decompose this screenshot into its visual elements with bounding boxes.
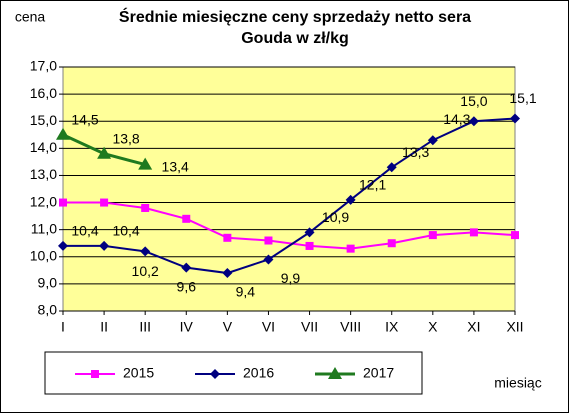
data-label: 9,9: [281, 270, 301, 286]
legend-marker: [210, 369, 220, 379]
data-point: [427, 135, 438, 146]
y-tick-label: 13,0: [30, 166, 57, 182]
data-point: [511, 231, 519, 240]
data-point: [428, 231, 437, 240]
x-tick-label: II: [100, 319, 108, 335]
x-tick-label: III: [139, 319, 151, 335]
legend-marker: [328, 367, 342, 379]
x-tick-label: X: [428, 319, 438, 335]
data-label: 13,8: [112, 130, 139, 146]
data-point: [222, 268, 233, 279]
data-point: [181, 262, 192, 273]
data-label: 12,1: [359, 177, 386, 193]
chart-title: Średnie miesięczne ceny sprzedaży netto …: [119, 7, 471, 26]
data-label: 10,4: [71, 223, 98, 239]
legend-label: 2017: [363, 365, 394, 381]
x-axis-label: miesiąc: [494, 375, 541, 391]
legend-marker: [91, 370, 99, 378]
data-label: 10,4: [112, 223, 139, 239]
data-label: 9,6: [177, 278, 197, 294]
data-point: [387, 239, 396, 248]
data-label: 13,3: [402, 144, 429, 160]
data-label: 10,9: [322, 209, 349, 225]
data-point: [263, 254, 274, 265]
x-tick-label: VII: [301, 319, 318, 335]
data-label: 15,1: [509, 90, 536, 106]
data-point: [264, 236, 273, 245]
x-tick-label: XI: [467, 319, 480, 335]
x-tick-label: I: [61, 319, 65, 335]
x-tick-label: IX: [385, 319, 399, 335]
data-point: [182, 214, 191, 223]
data-point: [510, 113, 520, 124]
series-line: [63, 117, 516, 275]
data-point: [469, 228, 478, 237]
y-tick-label: 12,0: [30, 193, 57, 209]
x-tick-label: IV: [180, 319, 194, 335]
data-point: [346, 244, 355, 253]
data-label: 10,2: [132, 263, 159, 279]
data-point: [305, 241, 314, 250]
data-label: 9,4: [236, 284, 256, 300]
y-tick-label: 16,0: [30, 85, 57, 101]
data-point: [140, 246, 151, 257]
data-point: [304, 227, 315, 238]
chart-title: Gouda w zł/kg: [241, 30, 349, 47]
y-tick-label: 10,0: [30, 247, 57, 263]
data-point: [58, 240, 68, 251]
data-point: [56, 127, 70, 140]
data-label: 15,0: [460, 93, 487, 109]
x-tick-label: VIII: [340, 319, 361, 335]
data-point: [468, 116, 479, 127]
y-tick-label: 14,0: [30, 139, 57, 155]
x-tick-label: VI: [262, 319, 275, 335]
plot-area: [62, 66, 516, 312]
x-tick-label: V: [223, 319, 233, 335]
legend-label: 2015: [123, 365, 154, 381]
y-tick-label: 11,0: [31, 220, 57, 236]
legend-label: 2016: [243, 365, 274, 381]
data-point: [141, 203, 150, 212]
data-point: [99, 240, 110, 251]
data-label: 14,5: [71, 111, 98, 127]
data-point: [386, 162, 397, 173]
data-label: 13,4: [162, 158, 189, 174]
data-point: [138, 157, 153, 170]
data-point: [345, 194, 356, 205]
series-line: [63, 201, 516, 250]
y-axis-label: cena: [15, 9, 46, 25]
data-point: [97, 146, 112, 159]
y-tick-label: 15,0: [30, 112, 57, 128]
data-point: [59, 198, 67, 207]
data-point: [100, 198, 109, 207]
data-point: [223, 233, 232, 242]
y-tick-label: 9,0: [38, 275, 58, 291]
data-label: 14,3: [443, 111, 470, 127]
x-tick-label: XII: [506, 319, 523, 335]
y-tick-label: 8,0: [38, 302, 58, 318]
y-tick-label: 17,0: [30, 58, 57, 74]
